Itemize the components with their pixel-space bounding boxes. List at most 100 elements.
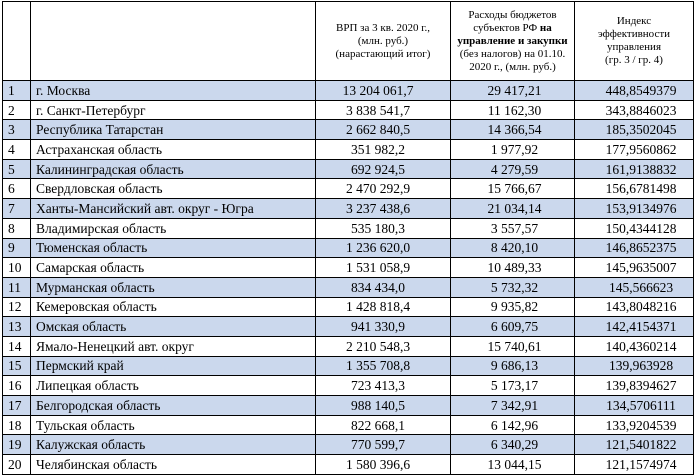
grp-value: 1 236 620,0: [315, 237, 451, 259]
table-row: 15 Пермский край 1 355 708,8 9 686,13 139,96…: [2, 355, 694, 377]
table-row: 12 Кемеровская область 1 428 818,4 9 935,82…: [2, 296, 694, 318]
row-number: 2: [2, 99, 31, 121]
region-name: Тульская область: [30, 414, 316, 436]
header-expenses-text: субъектов РФ: [473, 21, 540, 34]
table-body: 1 г. Москва 13 204 061,7 29 417,21 448,85493…: [2, 80, 694, 475]
table-row: 18 Тульская область 822 668,1 6 142,96 133,9…: [2, 414, 694, 436]
efficiency-index: 143,8048216: [574, 296, 694, 318]
expenses-value: 11 162,30: [450, 99, 575, 121]
table-row: 9 Тюменская область 1 236 620,0 8 420,10 146…: [2, 237, 694, 259]
header-row: ВРП за 3 кв. 2020 г., (млн. руб.) (нарас…: [2, 1, 694, 81]
expenses-value: 6 609,75: [450, 316, 575, 337]
expenses-value: 4 279,59: [450, 158, 575, 180]
region-name: Пермский край: [30, 355, 316, 377]
header-grp: ВРП за 3 кв. 2020 г., (млн. руб.) (нарас…: [315, 1, 451, 81]
header-index-line: (гр. 3 / гр. 4): [605, 54, 663, 66]
expenses-value: 8 420,10: [450, 237, 575, 259]
row-number: 4: [2, 139, 31, 160]
efficiency-index: 153,9134976: [574, 198, 694, 219]
expenses-value: 15 766,67: [450, 178, 575, 200]
region-name: г. Санкт-Петербург: [30, 99, 316, 121]
expenses-value: 10 489,33: [450, 257, 575, 278]
table-row: 16 Липецкая область 723 413,3 5 173,17 139,8…: [2, 375, 694, 396]
region-name: Ямало-Ненецкий авт. округ: [30, 335, 316, 357]
grp-value: 1 580 396,6: [315, 454, 451, 475]
grp-value: 692 924,5: [315, 158, 451, 180]
row-number: 13: [2, 316, 31, 337]
region-name: Свердловская область: [30, 178, 316, 200]
region-name: Омская область: [30, 316, 316, 337]
row-number: 19: [2, 434, 31, 456]
header-grp-line: ВРП за 3 кв. 2020 г.,: [336, 21, 430, 34]
table-row: 3 Республика Татарстан 2 662 840,5 14 366,5…: [2, 119, 694, 141]
efficiency-index: 145,9635007: [574, 257, 694, 278]
header-region: [30, 1, 316, 81]
grp-value: 1 355 708,8: [315, 355, 451, 377]
header-index-line: управления: [606, 41, 662, 53]
header-grp-line: (млн. руб.): [357, 34, 409, 47]
row-number: 12: [2, 296, 31, 318]
efficiency-index: 133,9204539: [574, 414, 694, 436]
expenses-value: 9 935,82: [450, 296, 575, 318]
row-number: 14: [2, 335, 31, 357]
header-index: Индекс эффективности управления (гр. 3 /…: [574, 1, 694, 81]
efficiency-index: 343,8846023: [574, 99, 694, 121]
grp-value: 535 180,3: [315, 217, 451, 239]
row-number: 7: [2, 198, 31, 219]
header-grp-line: (нарастающий итог): [335, 47, 431, 60]
efficiency-index: 177,9560862: [574, 139, 694, 160]
grp-value: 770 599,7: [315, 434, 451, 456]
table-row: 20 Челябинская область 1 580 396,6 13 044,1…: [2, 454, 694, 475]
grp-value: 941 330,9: [315, 316, 451, 337]
efficiency-index: 145,566623: [574, 276, 694, 298]
expenses-value: 14 366,54: [450, 119, 575, 141]
table-row: 14 Ямало-Ненецкий авт. округ 2 210 548,3 15…: [2, 335, 694, 357]
row-number: 6: [2, 178, 31, 200]
expenses-value: 21 034,14: [450, 198, 575, 219]
region-name: Калининградская область: [30, 158, 316, 180]
row-number: 18: [2, 414, 31, 436]
row-number: 3: [2, 119, 31, 141]
header-num: [2, 1, 31, 81]
efficiency-index: 134,5706111: [574, 395, 694, 416]
table-row: 17 Белгородская область 988 140,5 7 342,91 1…: [2, 395, 694, 416]
expenses-value: 6 340,29: [450, 434, 575, 456]
region-name: Ханты-Мансийский авт. округ - Югра: [30, 198, 316, 219]
grp-value: 2 662 840,5: [315, 119, 451, 141]
expenses-value: 13 044,15: [450, 454, 575, 475]
efficiency-index: 156,6781498: [574, 178, 694, 200]
row-number: 16: [2, 375, 31, 396]
region-name: Республика Татарстан: [30, 119, 316, 141]
table-row: 6 Свердловская область 2 470 292,9 15 766,6…: [2, 178, 694, 200]
grp-value: 834 434,0: [315, 276, 451, 298]
expenses-value: 15 740,61: [450, 335, 575, 357]
table-row: 2 г. Санкт-Петербург 3 838 541,7 11 162,30 3…: [2, 99, 694, 121]
expenses-value: 7 342,91: [450, 395, 575, 416]
row-number: 17: [2, 395, 31, 416]
efficiency-index: 146,8652375: [574, 237, 694, 259]
region-name: Белгородская область: [30, 395, 316, 416]
region-name: Мурманская область: [30, 276, 316, 298]
grp-value: 351 982,2: [315, 139, 451, 160]
grp-value: 723 413,3: [315, 375, 451, 396]
region-name: Владимирская область: [30, 217, 316, 239]
region-name: Тюменская область: [30, 237, 316, 259]
efficiency-index: 140,4360214: [574, 335, 694, 357]
row-number: 11: [2, 276, 31, 298]
table-row: 10 Самарская область 1 531 058,9 10 489,33 1…: [2, 257, 694, 278]
efficiency-index: 121,5401822: [574, 434, 694, 456]
efficiency-index: 139,8394627: [574, 375, 694, 396]
header-expenses-line: субъектов РФ на: [451, 22, 574, 35]
region-name: Кемеровская область: [30, 296, 316, 318]
table-row: 1 г. Москва 13 204 061,7 29 417,21 448,85493…: [2, 80, 694, 101]
table-row: 7 Ханты-Мансийский авт. округ - Югра 3 237…: [2, 198, 694, 219]
grp-value: 2 470 292,9: [315, 178, 451, 200]
expenses-value: 5 732,32: [450, 276, 575, 298]
table-row: 11 Мурманская область 834 434,0 5 732,32 145…: [2, 276, 694, 298]
header-expenses-bold: управление и закупки: [457, 34, 568, 47]
row-number: 9: [2, 237, 31, 259]
row-number: 20: [2, 454, 31, 475]
grp-value: 3 237 438,6: [315, 198, 451, 219]
row-number: 1: [2, 80, 31, 101]
